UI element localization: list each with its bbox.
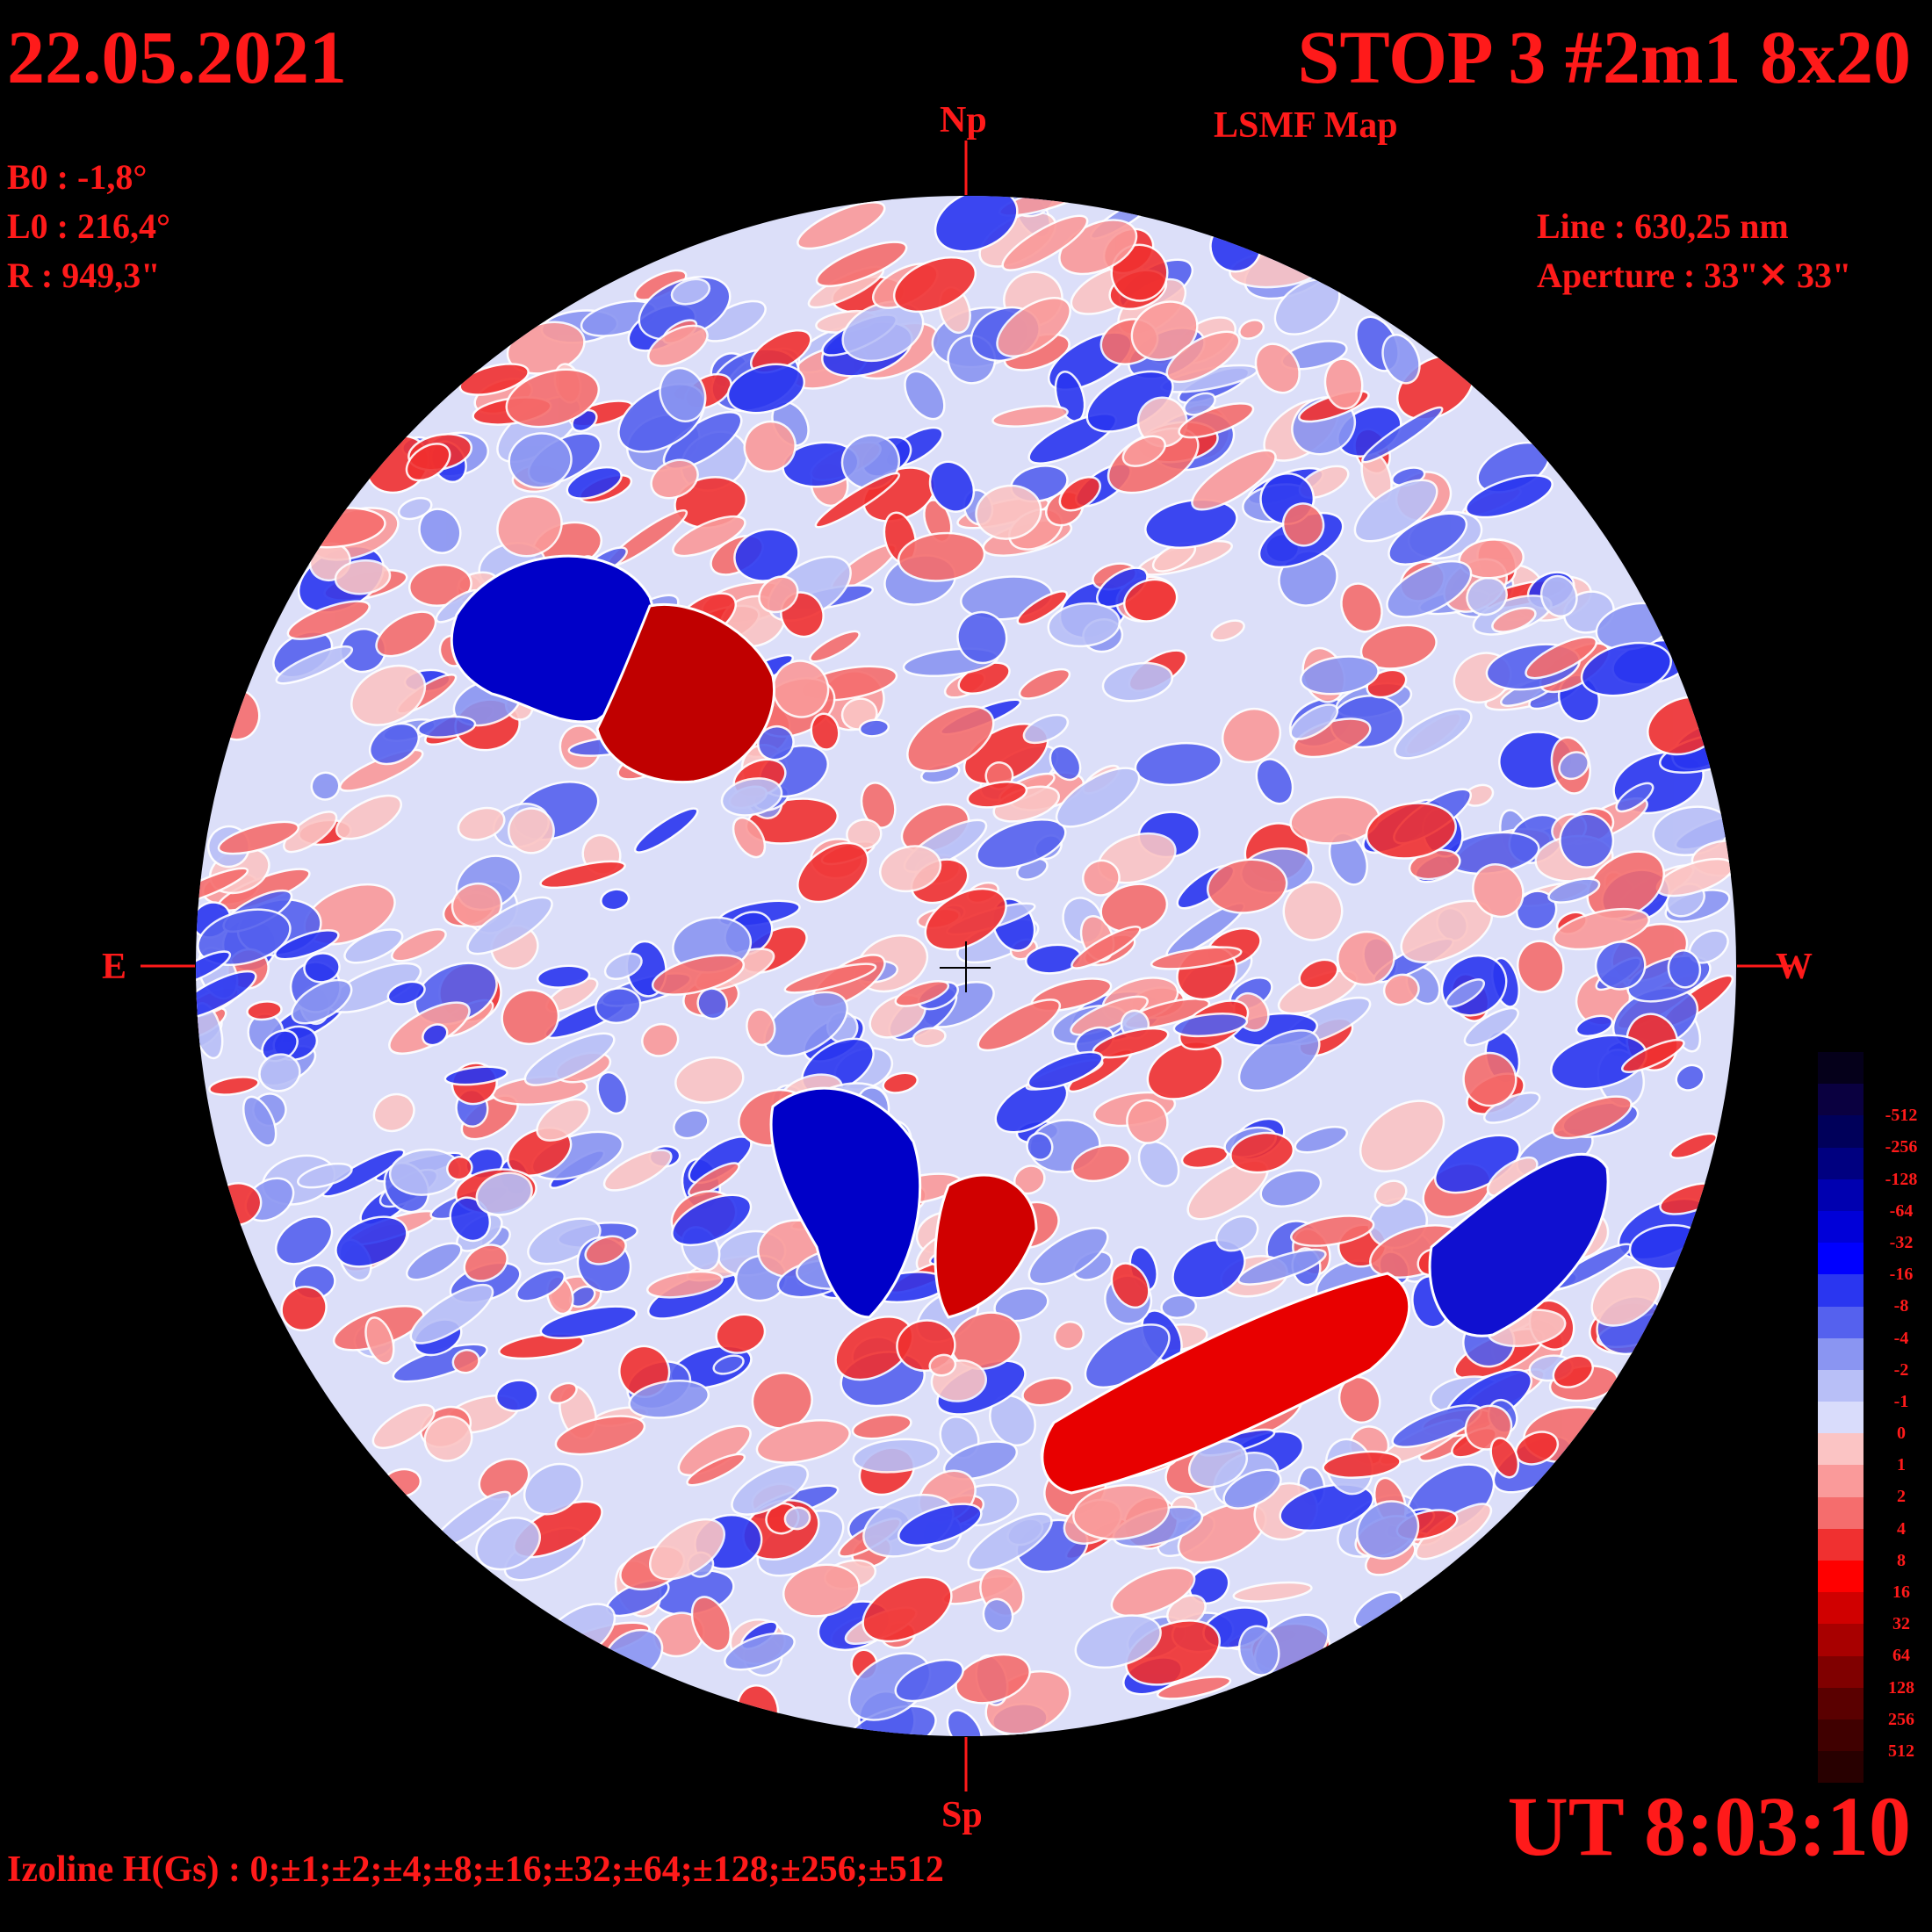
legend-label: -2 [1893,1359,1909,1380]
red-region-south-center [934,1173,1038,1319]
legend-swatch: 0 [1818,1402,1906,1443]
legend-swatch: -128 [1818,1147,1917,1189]
legend-label: -64 [1889,1200,1914,1221]
red-band-south [1041,1272,1411,1495]
legend-label: 4 [1897,1518,1906,1539]
legend-swatch [1818,1751,1864,1784]
blue-region-south-center [769,1086,922,1319]
east-label: E [102,947,127,987]
legend-swatch: -2 [1818,1337,1908,1380]
legend-swatch: -32 [1818,1210,1913,1252]
map-title: STOP 3 #2m1 8x20 [1297,15,1911,99]
legend-swatch: -4 [1818,1306,1908,1348]
legend-swatch: 512 [1818,1719,1914,1761]
south-pole-label: Sp [941,1795,983,1835]
param-r: R : 949,3" [7,256,161,295]
north-pole-label: Np [940,100,987,141]
legend-swatch: -64 [1818,1179,1913,1221]
legend-swatch: -1 [1818,1369,1908,1411]
red-region-ne-upper [595,603,775,784]
aperture: Aperture : 33"✕ 33" [1537,256,1852,295]
legend-swatch: -8 [1818,1274,1908,1316]
legend-swatch: 16 [1818,1561,1910,1602]
blue-region-sw [1428,1152,1610,1337]
izoline-levels: Izoline H(Gs) : 0;±1;±2;±4;±8;±16;±32;±6… [7,1849,944,1890]
legend-label: -128 [1885,1169,1918,1189]
legend-label: 0 [1897,1424,1906,1444]
legend-swatch: -256 [1818,1115,1917,1157]
legend-label: -512 [1885,1106,1918,1126]
legend-swatch: 64 [1818,1624,1910,1665]
color-legend: -512 -256 -128 -64 -32 -16 -8 -4 -2 -1 0 1 2 4 8 16 32 64… [1818,1052,1917,1784]
legend-label: 512 [1888,1741,1914,1761]
legend-swatch: -512 [1818,1084,1917,1125]
legend-swatch: 4 [1818,1496,1906,1539]
center-crosshair [940,941,991,992]
ut-time: UT 8:03:10 [1507,1779,1911,1873]
legend-swatch: 32 [1818,1592,1910,1633]
param-l0: L0 : 216,4° [7,206,170,246]
map-subtitle: LSMF Map [1214,105,1398,146]
field-noise-pattern [196,196,1736,1736]
legend-swatch: 1 [1818,1433,1906,1474]
spectral-line: Line : 630,25 nm [1537,206,1789,246]
legend-label: 64 [1892,1646,1910,1666]
legend-label: -8 [1893,1296,1909,1316]
legend-label: -1 [1893,1391,1909,1411]
legend-swatch [1818,1052,1864,1085]
legend-label: 8 [1897,1550,1906,1570]
legend-label: 16 [1892,1582,1910,1602]
observation-date: 22.05.2021 [7,15,347,99]
legend-label: -32 [1889,1232,1914,1252]
legend-label: 1 [1897,1455,1906,1475]
legend-label: 256 [1888,1709,1914,1729]
param-b0: B0 : -1,8° [7,157,148,197]
legend-label: -16 [1889,1265,1914,1285]
legend-label: 128 [1888,1677,1914,1698]
legend-swatch: 8 [1818,1528,1906,1570]
legend-swatch: 128 [1818,1655,1914,1698]
legend-label: -256 [1885,1137,1918,1157]
legend-label: 2 [1897,1487,1906,1507]
legend-swatch: -16 [1818,1243,1913,1284]
legend-swatch: 256 [1818,1687,1914,1729]
legend-label: 32 [1892,1614,1910,1634]
legend-label: -4 [1893,1328,1909,1348]
legend-swatch: 2 [1818,1465,1906,1506]
west-label: W [1776,947,1813,987]
